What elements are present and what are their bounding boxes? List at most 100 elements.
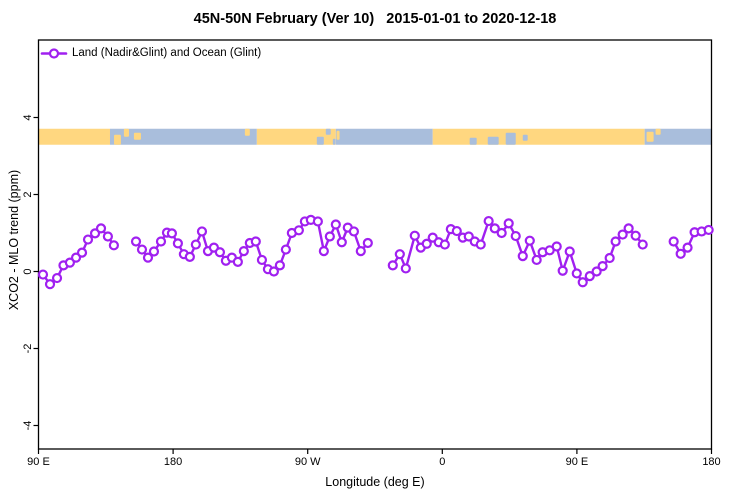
data-point <box>256 254 268 266</box>
ocean-strip-segment <box>644 128 712 145</box>
land-speckle <box>646 131 654 142</box>
data-point <box>44 279 56 290</box>
data-point <box>421 238 432 249</box>
data-point <box>155 236 167 247</box>
ocean-speckle <box>325 128 331 135</box>
data-point <box>142 252 154 263</box>
legend-label: Land (Nadir&Glint) and Ocean (Glint) <box>72 46 262 59</box>
x-tick-label: 90 E <box>27 456 50 468</box>
data-point <box>190 239 201 250</box>
data-point <box>76 247 88 258</box>
data-point <box>268 266 280 277</box>
land-strip-segment <box>256 128 336 145</box>
data-point <box>250 236 261 247</box>
data-point <box>630 230 641 241</box>
data-point <box>577 277 588 288</box>
ocean-speckle <box>469 137 477 145</box>
data-point <box>637 239 648 250</box>
x-tick-label: 0 <box>439 456 445 468</box>
land-strip-segment <box>38 128 110 145</box>
data-point <box>510 230 521 242</box>
plot-border <box>37 39 713 450</box>
data-point <box>108 240 119 251</box>
data-point <box>551 241 562 252</box>
y-axis-title: XCO2 - MLO trend (ppm) <box>7 169 21 311</box>
data-point <box>675 248 686 259</box>
y-tick-label: 0 <box>22 268 34 274</box>
data-point <box>400 263 411 274</box>
data-point <box>82 234 94 245</box>
data-point <box>214 247 226 258</box>
data-point <box>148 246 160 257</box>
land-strip-segment <box>432 128 645 145</box>
data-point <box>336 237 347 248</box>
data-point <box>136 244 148 255</box>
land-speckle <box>123 128 129 137</box>
data-point <box>362 237 373 249</box>
data-point <box>571 268 582 279</box>
data-point <box>503 218 514 229</box>
data-point <box>489 223 500 234</box>
land-speckle <box>133 132 141 140</box>
data-point <box>409 230 420 241</box>
data-point <box>102 231 113 242</box>
data-point <box>597 261 608 272</box>
data-point <box>184 251 195 262</box>
data-point <box>475 239 486 250</box>
data-point <box>64 257 76 268</box>
data-point <box>280 244 291 255</box>
data-point <box>451 225 462 237</box>
data-point <box>196 226 208 237</box>
data-point <box>496 227 507 239</box>
data-point <box>166 228 178 239</box>
data-point <box>531 254 542 266</box>
data-point <box>668 236 679 247</box>
series-line <box>391 219 644 284</box>
data-point <box>238 245 249 257</box>
x-axis-title: Longitude (deg E) <box>325 475 425 489</box>
data-point <box>524 235 535 246</box>
x-tick-label: 180 <box>164 456 182 468</box>
data-point <box>387 260 398 271</box>
data-point <box>312 216 323 227</box>
data-point <box>318 245 329 257</box>
ocean-speckle <box>505 132 516 145</box>
data-point <box>564 246 575 257</box>
data-point <box>682 242 693 253</box>
data-point <box>51 272 63 284</box>
data-point <box>623 223 634 234</box>
x-tick-label: 180 <box>702 456 720 468</box>
chart-title: 45N-50N February (Ver 10) 2015-01-01 to … <box>193 11 557 27</box>
data-point <box>439 239 450 250</box>
data-point <box>557 265 568 276</box>
ocean-speckle <box>316 136 324 145</box>
land-speckle <box>336 130 340 140</box>
land-speckle <box>244 128 250 136</box>
data-point <box>703 224 714 236</box>
ocean-strip-segment <box>109 128 257 145</box>
data-point <box>130 236 142 247</box>
data-point <box>330 219 341 230</box>
ocean-speckle <box>332 138 336 145</box>
legend-marker-point <box>48 48 60 59</box>
x-tick-label: 90 E <box>566 456 589 468</box>
y-tick-label: 4 <box>22 114 34 120</box>
data-point <box>517 251 528 262</box>
data-point <box>348 226 360 237</box>
ocean-speckle <box>522 134 528 141</box>
y-tick-label: -4 <box>22 421 34 431</box>
data-point <box>591 266 602 277</box>
data-point <box>584 271 595 282</box>
data-point <box>617 229 628 240</box>
land-speckle <box>114 134 121 145</box>
y-tick-label: 2 <box>22 191 34 197</box>
ocean-speckle <box>487 136 499 145</box>
data-point <box>604 252 615 264</box>
land-speckle <box>655 128 661 135</box>
data-point <box>232 256 243 267</box>
x-tick-label: 90 W <box>295 456 321 468</box>
data-point <box>172 238 183 249</box>
data-point <box>610 236 621 247</box>
ocean-strip-segment <box>335 128 433 145</box>
